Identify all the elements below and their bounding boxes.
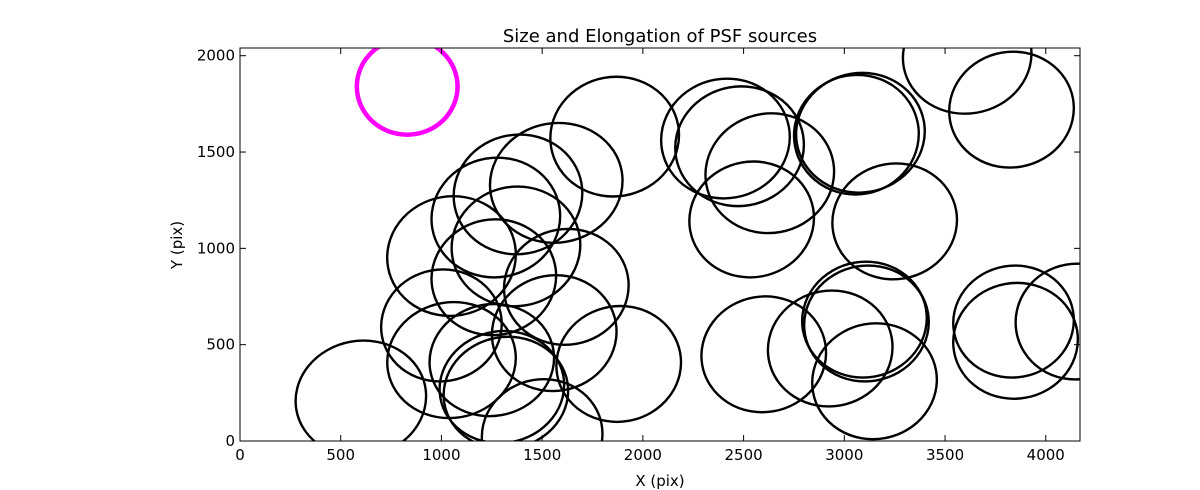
psf-source-ellipse xyxy=(792,73,920,196)
psf-source-ellipse xyxy=(674,85,806,208)
x-tick-label: 2000 xyxy=(624,446,662,464)
psf-source-ellipse xyxy=(766,289,894,408)
psf-source-ellipse xyxy=(659,77,791,200)
psf-source-ellipse xyxy=(480,378,604,441)
x-tick-label: 3500 xyxy=(926,446,964,464)
psf-source-ellipse xyxy=(438,329,566,441)
psf-source-ellipse xyxy=(688,160,816,279)
x-axis-label: X (pix) xyxy=(635,472,684,490)
psf-source-ellipse xyxy=(1014,262,1080,381)
x-tick-label: 0 xyxy=(235,446,245,464)
x-tick-label: 500 xyxy=(326,446,355,464)
reference-marker-ellipse xyxy=(354,48,460,137)
psf-source-ellipse xyxy=(430,156,562,279)
psf-source-ellipse xyxy=(947,50,1076,169)
y-tick-label: 500 xyxy=(206,336,235,354)
x-tick-label: 3000 xyxy=(825,446,863,464)
y-tick-label: 0 xyxy=(225,432,235,450)
y-tick-label: 2000 xyxy=(197,47,235,65)
psf-source-ellipse xyxy=(385,194,518,318)
psf-source-ellipse xyxy=(452,133,584,256)
psf-source-ellipse xyxy=(802,264,930,383)
y-axis-label: Y (pix) xyxy=(168,221,186,270)
psf-source-ellipse xyxy=(952,264,1076,379)
y-tick-label: 1000 xyxy=(197,239,235,257)
psf-source-ellipse xyxy=(555,304,683,424)
psf-source-ellipse xyxy=(386,300,517,420)
psf-source-ellipse xyxy=(428,302,556,418)
psf-source-ellipse xyxy=(450,185,582,308)
psf-source-ellipse xyxy=(488,121,624,244)
y-axis: 0 500 1000 1500 2000 xyxy=(197,47,1080,450)
x-axis: 0 500 1000 1500 2000 2500 3000 3500 4000 xyxy=(235,48,1065,464)
psf-source-ellipse xyxy=(549,75,681,198)
plot-frame xyxy=(239,47,1081,442)
x-tick-label: 1000 xyxy=(422,446,460,464)
psf-source-ellipse xyxy=(430,218,558,337)
x-tick-label: 2500 xyxy=(725,446,763,464)
chart-title: Size and Elongation of PSF sources xyxy=(503,26,817,47)
x-tick-label: 1500 xyxy=(523,446,561,464)
psf-source-ellipse xyxy=(831,162,959,281)
psf-source-ellipse xyxy=(794,71,926,194)
x-tick-label: 4000 xyxy=(1027,446,1065,464)
psf-source-ellipse xyxy=(952,281,1080,400)
psf-source-ellipse xyxy=(700,295,828,414)
plot-marks xyxy=(294,48,1080,441)
y-tick-label: 1500 xyxy=(197,143,235,161)
psf-source-ellipse xyxy=(901,48,1033,115)
psf-source-ellipse xyxy=(811,322,939,441)
psf-source-ellipse xyxy=(704,112,836,235)
psf-source-ellipse xyxy=(442,335,570,441)
psf-source-ellipse xyxy=(294,339,428,441)
